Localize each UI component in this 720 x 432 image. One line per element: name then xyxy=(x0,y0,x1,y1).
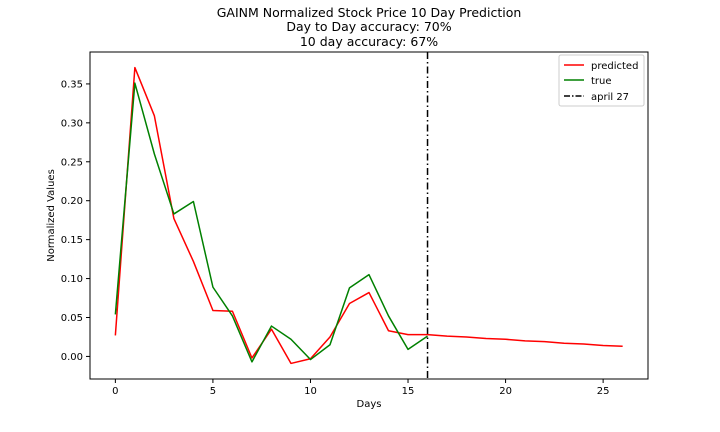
legend-label-april-27: april 27 xyxy=(591,92,629,103)
legend-box xyxy=(558,54,645,107)
series-line-predicted xyxy=(114,66,623,365)
y-tick-label: 0.05 xyxy=(61,313,83,324)
x-tick-label: 5 xyxy=(210,386,216,397)
legend-label-true: true xyxy=(591,76,612,87)
axis-ticks: 0 5 10 15 20 25 0.00 0.05 0.10 0.15 0.20 0.25 0.30 0.… xyxy=(61,79,610,397)
y-tick-label: 0.20 xyxy=(61,196,83,207)
y-tick-label: 0.25 xyxy=(61,157,83,168)
x-tick-label: 10 xyxy=(304,386,317,397)
x-tick-label: 15 xyxy=(402,386,415,397)
y-tick-label: 0.00 xyxy=(61,352,83,363)
legend-label-predicted: predicted xyxy=(591,61,638,72)
legend: predicted true april 27 xyxy=(558,54,645,107)
x-tick-label: 25 xyxy=(597,386,610,397)
x-tick-label: 20 xyxy=(499,386,512,397)
chart-title: GAINM Normalized Stock Price 10 Day Pred… xyxy=(217,5,522,49)
y-tick-label: 0.10 xyxy=(61,274,83,285)
y-tick-label: 0.30 xyxy=(61,118,83,129)
chart-title-line-3: 10 day accuracy: 67% xyxy=(300,34,438,49)
y-axis-label: Normalized Values xyxy=(46,169,57,262)
series-line-true xyxy=(114,82,428,363)
plot-frame xyxy=(89,51,649,380)
chart-title-line-2: Day to Day accuracy: 70% xyxy=(286,19,451,34)
y-tick-label: 0.15 xyxy=(61,235,83,246)
chart-title-line-1: GAINM Normalized Stock Price 10 Day Pred… xyxy=(217,5,522,20)
y-tick-label: 0.35 xyxy=(61,79,83,90)
plot-area xyxy=(114,52,623,379)
x-tick-label: 0 xyxy=(112,386,118,397)
x-axis-label: Days xyxy=(357,399,382,410)
